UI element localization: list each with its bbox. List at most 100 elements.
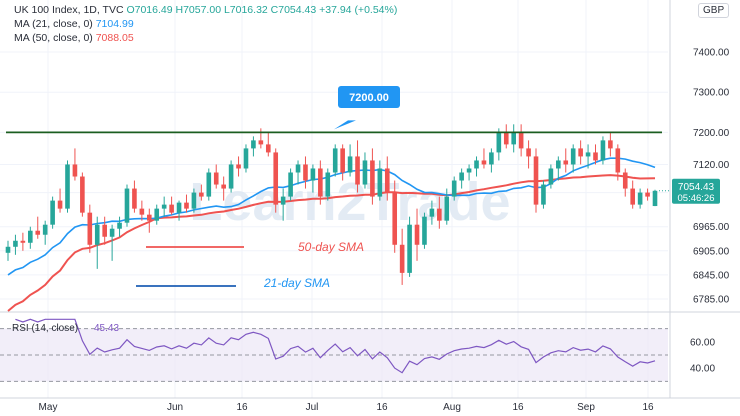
candle	[541, 180, 546, 209]
candle	[570, 144, 576, 173]
rsi-value: 45.43	[94, 323, 119, 334]
price-tick-label: 7120.00	[693, 160, 730, 171]
callout-pointer	[334, 120, 356, 130]
candle	[518, 124, 524, 157]
candle-body	[13, 240, 18, 247]
candle-body	[585, 152, 591, 157]
candle-body	[228, 164, 234, 189]
candle-body	[637, 192, 643, 205]
candle-body	[243, 148, 249, 169]
candle	[310, 164, 316, 193]
time-tick-label: 16	[236, 402, 248, 413]
time-tick-label: 16	[376, 402, 388, 413]
candle	[652, 189, 658, 207]
candle	[481, 148, 487, 169]
candle	[622, 168, 628, 197]
candle	[199, 184, 204, 201]
candle	[451, 176, 457, 201]
rsi-title: RSI (14, close)	[12, 323, 78, 334]
candle	[637, 188, 643, 209]
ma21-label: MA (21, close, 0)	[14, 18, 93, 30]
candle-body	[459, 172, 464, 181]
candle-body	[437, 208, 442, 221]
candle	[496, 128, 502, 161]
ohlc-values: O7016.49 H7057.00 L7016.32 C7054.43 +37.…	[126, 4, 398, 16]
candle-body	[57, 200, 63, 209]
candle-body	[184, 202, 189, 209]
candle	[295, 160, 301, 185]
candle	[236, 156, 241, 177]
candle-body	[35, 230, 41, 235]
candle	[5, 240, 11, 261]
candle	[444, 188, 450, 225]
candle	[132, 180, 137, 213]
candle-body	[295, 164, 301, 173]
candle	[146, 208, 152, 233]
candle-body	[622, 172, 628, 189]
candle	[608, 132, 613, 157]
candle-body	[280, 196, 286, 205]
candle-body	[310, 168, 316, 181]
candle	[593, 144, 598, 165]
candle	[228, 160, 234, 193]
candle	[489, 148, 494, 173]
candle	[191, 188, 197, 213]
ma21-legend: MA (21, close, 0) 7104.99	[14, 18, 134, 31]
candle	[273, 148, 279, 213]
price-tick-label: 7400.00	[693, 48, 730, 59]
candle	[630, 180, 635, 209]
candle	[377, 160, 383, 201]
candle-body	[481, 160, 487, 165]
candle-body	[645, 192, 650, 197]
candles	[5, 124, 658, 285]
symbol-legend: UK 100 Index, 1D, TVC O7016.49 H7057.00 …	[14, 4, 397, 17]
candle	[563, 148, 569, 173]
ma50-legend: MA (50, close, 0) 7088.05	[14, 32, 134, 45]
candle-body	[422, 216, 427, 245]
candle	[251, 136, 256, 157]
candle	[94, 216, 100, 269]
candle	[466, 164, 472, 181]
price-tick-label: 6785.00	[693, 294, 730, 305]
candle	[109, 224, 115, 261]
time-tick-label: Aug	[443, 402, 461, 413]
candle-body	[154, 208, 160, 221]
candle-body	[474, 160, 479, 169]
candle	[72, 148, 78, 181]
candle-body	[87, 212, 93, 245]
candle-body	[258, 140, 264, 145]
candle-body	[169, 204, 174, 213]
candle	[50, 196, 55, 229]
candle	[206, 168, 212, 201]
candle-body	[414, 224, 420, 245]
candle-body	[630, 188, 635, 205]
candle	[347, 144, 353, 177]
candle	[392, 180, 398, 253]
watermark-text: Learn2Trade	[189, 172, 510, 232]
currency-badge[interactable]: GBP	[698, 3, 730, 18]
candle-body	[191, 192, 197, 209]
candle	[176, 200, 182, 221]
candle	[20, 232, 26, 251]
candle	[511, 124, 517, 153]
candle-body	[94, 224, 100, 245]
candle-body	[161, 204, 167, 209]
candle	[87, 204, 93, 253]
candle	[213, 164, 219, 189]
candle	[35, 216, 41, 239]
candle-body	[600, 140, 606, 161]
candle-body	[370, 160, 375, 197]
candle-body	[615, 148, 621, 173]
resistance-callout-label: 7200.00	[349, 92, 389, 104]
candle	[325, 168, 331, 201]
candle	[161, 196, 167, 217]
candle	[221, 176, 226, 201]
candle-body	[176, 202, 182, 213]
candle	[399, 228, 405, 285]
candle	[503, 124, 509, 149]
candle	[459, 168, 464, 189]
candle	[80, 172, 85, 217]
resistance-line-group: 7200.00	[6, 86, 662, 134]
